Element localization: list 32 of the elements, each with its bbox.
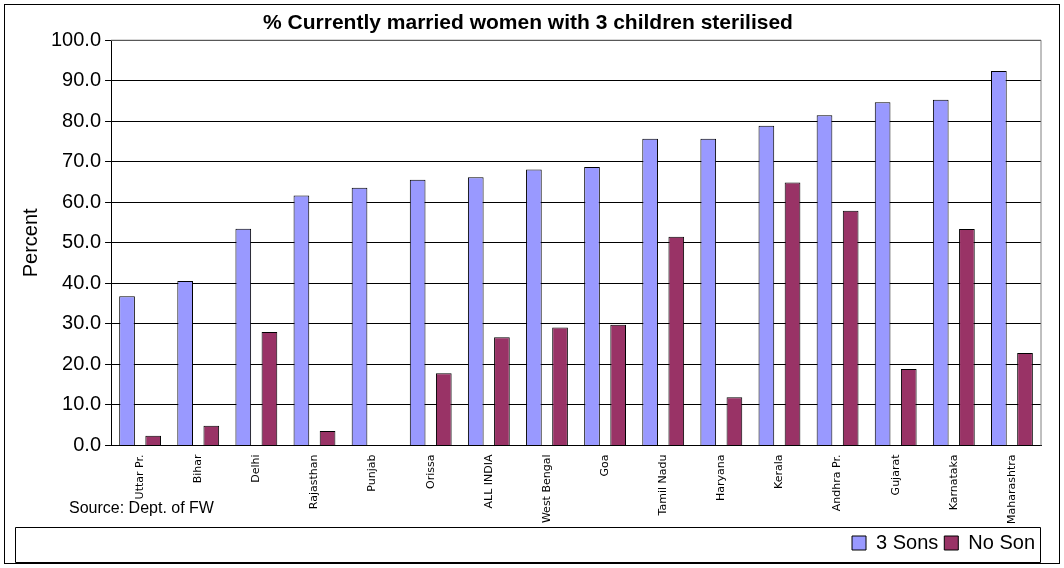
y-axis-title: Percent (18, 207, 41, 278)
legend-label: No Son (968, 530, 1036, 553)
x-tick-label: Goa (597, 454, 611, 477)
source-note: Source: Dept. of FW (69, 499, 215, 516)
y-tick-label: 90.0 (62, 68, 102, 91)
y-tick-label: 100.0 (50, 27, 102, 50)
x-tick-label: Punjab (365, 454, 379, 492)
x-tick-label: Andhra Pr. (830, 454, 844, 512)
y-tick-label: 80.0 (62, 108, 102, 131)
x-tick-label: Rajasthan (307, 454, 321, 510)
y-tick-label: 30.0 (62, 311, 102, 334)
x-tick-label: Orissa (423, 454, 437, 489)
y-tick-label: 60.0 (62, 189, 102, 212)
x-tick-label: Karnataka (946, 454, 960, 511)
y-tick-label: 70.0 (62, 149, 102, 172)
x-tick-label: Maharashtra (1004, 454, 1018, 525)
legend-label: 3 Sons (876, 530, 939, 553)
x-tick-label: Gujarat (888, 453, 902, 496)
x-tick-label: Tamil Nadu (656, 454, 670, 517)
chart-title: % Currently married women with 3 children sterilised (263, 10, 793, 34)
y-tick-label: 40.0 (62, 270, 102, 293)
y-tick-label: 20.0 (62, 351, 102, 374)
x-tick-label: Delhi (249, 454, 263, 483)
y-tick-label: 0.0 (73, 433, 102, 456)
x-tick-label: Kerala (772, 454, 786, 490)
x-tick-label: West Bengal (539, 454, 553, 524)
y-tick-label: 10.0 (62, 392, 102, 415)
x-tick-label: Bihar (191, 454, 205, 484)
x-tick-label: Haryana (714, 454, 728, 502)
y-tick-label: 50.0 (62, 230, 102, 253)
x-tick-label: ALL INDIA (481, 454, 495, 509)
x-tick-label: Uttar Pr. (132, 454, 146, 500)
